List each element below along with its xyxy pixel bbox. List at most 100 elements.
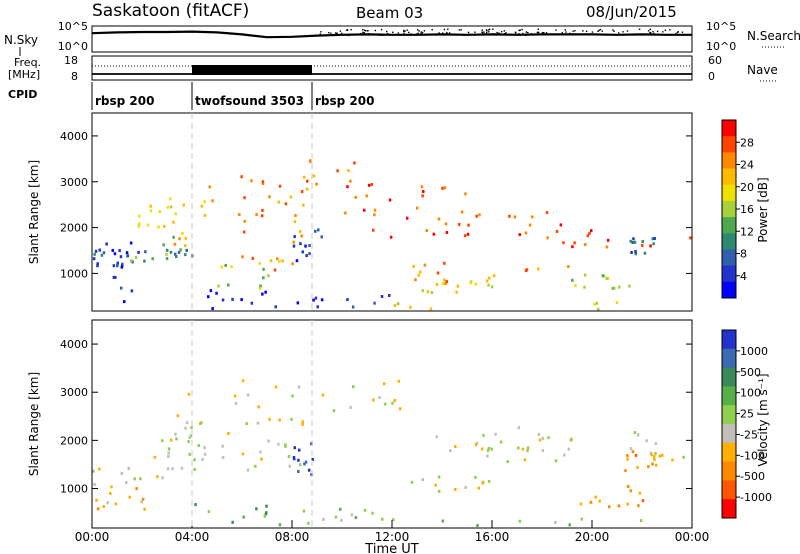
range-cell [284,443,287,447]
range-cell [445,231,449,234]
range-cell [304,460,308,464]
nsky-scatter-point [482,33,484,36]
range-cell [134,256,138,259]
range-cell [541,449,545,452]
nsky-scatter-point [380,34,382,36]
colorbar-tick-label: -1000 [740,491,772,504]
range-cell [352,385,355,389]
colorbar-swatch [722,281,736,299]
colorbar-swatch [722,367,736,387]
nsky-scatter-point [446,33,448,35]
nsky-scatter-point [633,33,635,35]
range-cell [389,235,393,239]
nsky-scatter-point [636,34,638,36]
velocity-ylabel: Slant Range [km] [27,372,41,476]
range-cell [435,435,438,439]
range-cell [168,197,172,201]
nsky-scatter-point [681,31,684,33]
range-cell [370,182,374,186]
range-cell [513,215,517,219]
range-cell [167,447,171,451]
range-cell [184,244,187,248]
nsky-scatter-point [572,30,574,32]
range-cell [257,405,260,409]
range-cell [281,259,284,263]
nsky-scatter-point [662,31,664,33]
velocity-y-axis: 1000 2000 3000 4000 [60,338,692,496]
range-cell [177,250,181,254]
nsky-scatter-point [649,28,651,31]
range-cell [314,296,318,300]
range-cell [251,256,254,260]
range-cell [584,243,587,247]
range-cell [373,213,376,217]
range-cell [633,431,637,435]
range-cell [671,458,674,462]
range-cell [110,485,113,489]
range-cell [524,269,528,273]
range-cell [171,467,174,471]
range-cell [595,301,598,305]
range-cell [255,507,258,511]
nsky-scatter-point [613,30,615,32]
nsky-scatter-point [467,31,470,34]
range-cell [125,251,129,255]
range-cell [297,385,301,389]
range-cell [383,382,386,386]
cpid-boundary-lines [191,113,313,528]
range-cell [617,504,621,508]
range-cell [487,479,491,483]
power-ylabel: Slant Range [km] [27,160,41,264]
range-cell [241,452,245,456]
range-cell [263,514,266,518]
nsky-scatter-point [564,29,566,31]
range-cell [643,251,647,255]
nsky-scatter-point [485,29,488,31]
colorbar-tick-label: 500 [740,366,761,379]
colorbar-tick-label: 25 [740,408,754,421]
range-cell [388,198,392,202]
range-cell [631,241,634,244]
range-cell [208,185,211,189]
range-cell [163,224,166,228]
range-cell [118,249,121,253]
range-cell [487,446,491,450]
range-cell [137,250,140,254]
colorbar-tick-label: 4 [740,270,747,283]
range-cell [444,282,447,286]
range-cell [410,480,414,484]
range-cell [626,454,629,458]
range-cell [490,285,494,289]
range-cell [455,290,458,294]
range-cell [350,513,354,517]
range-cell [129,241,133,245]
range-cell [254,464,257,468]
freq-busy-block [192,65,312,75]
nsky-scatter-point [598,29,600,32]
range-cell [518,233,521,237]
range-cell [481,481,484,485]
range-cell [641,499,645,503]
range-cell [624,469,627,473]
range-cell [574,284,577,288]
range-cell [211,307,214,311]
range-cell [652,455,656,458]
nsky-scatter-point [368,33,370,35]
x-tick-label: 08:00 [275,530,310,544]
nsky-scatter-point [392,31,394,33]
range-cell [292,244,296,248]
nsky-scatter-point [417,32,419,34]
range-cell [601,274,605,278]
range-cell [165,257,169,261]
nsky-scatter-point [582,30,584,32]
range-cell [573,241,576,245]
range-cell [141,497,145,501]
range-cell [309,159,312,163]
nsky-scatter-point [410,33,412,35]
range-cell [485,279,489,283]
range-cell [449,449,452,453]
range-cell [173,242,177,246]
range-cell [538,438,542,442]
range-cell [589,500,593,504]
range-cell [641,243,644,247]
